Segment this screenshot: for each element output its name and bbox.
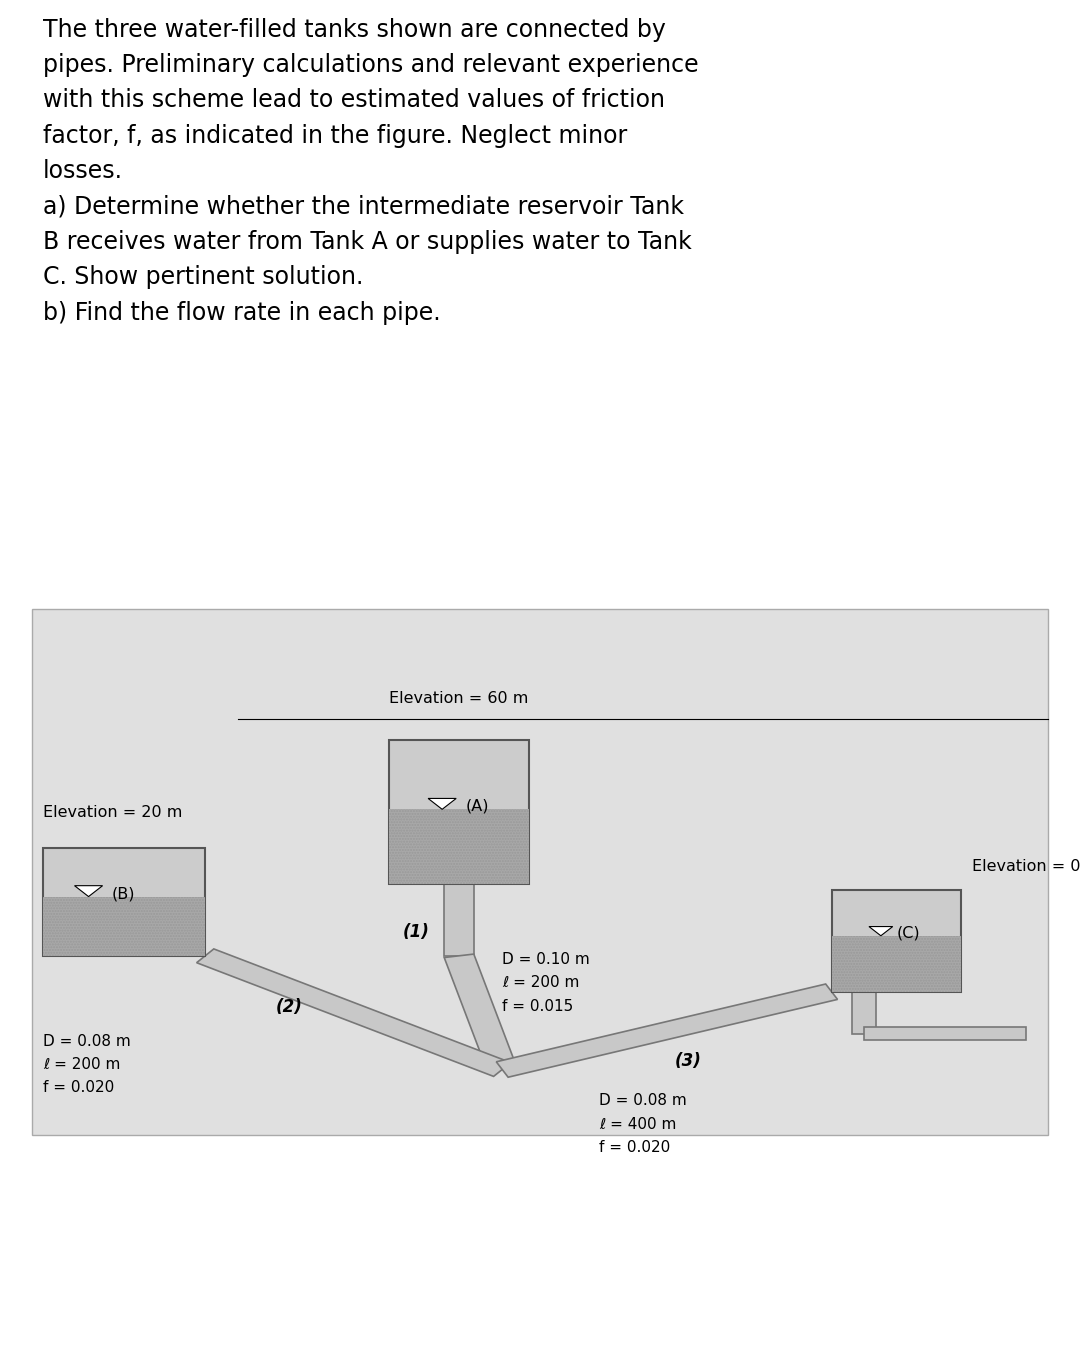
Bar bbox=[389, 740, 529, 884]
Text: (A): (A) bbox=[467, 798, 489, 813]
Bar bbox=[43, 849, 205, 956]
Polygon shape bbox=[75, 885, 103, 896]
Bar bbox=[389, 809, 529, 884]
Polygon shape bbox=[869, 926, 893, 936]
Text: Elevation = 0: Elevation = 0 bbox=[972, 858, 1080, 873]
Text: (1): (1) bbox=[403, 923, 429, 941]
Polygon shape bbox=[852, 991, 876, 1034]
Bar bbox=[389, 809, 529, 884]
Polygon shape bbox=[497, 985, 837, 1077]
Polygon shape bbox=[197, 949, 511, 1076]
Bar bbox=[32, 609, 1048, 1136]
Bar bbox=[43, 896, 205, 956]
Text: (3): (3) bbox=[675, 1051, 702, 1069]
Polygon shape bbox=[444, 955, 517, 1072]
Text: Elevation = 20 m: Elevation = 20 m bbox=[43, 805, 183, 820]
Text: D = 0.08 m
ℓ = 400 m
f = 0.020: D = 0.08 m ℓ = 400 m f = 0.020 bbox=[599, 1093, 687, 1155]
Polygon shape bbox=[864, 1027, 1026, 1040]
Bar bbox=[832, 936, 961, 991]
Bar bbox=[832, 889, 961, 991]
Polygon shape bbox=[428, 798, 456, 809]
Text: The three water-filled tanks shown are connected by
pipes. Preliminary calculati: The three water-filled tanks shown are c… bbox=[43, 18, 699, 325]
Bar bbox=[43, 896, 205, 956]
Text: D = 0.08 m
ℓ = 200 m
f = 0.020: D = 0.08 m ℓ = 200 m f = 0.020 bbox=[43, 1034, 131, 1095]
Text: (B): (B) bbox=[111, 887, 135, 902]
Text: D = 0.10 m
ℓ = 200 m
f = 0.015: D = 0.10 m ℓ = 200 m f = 0.015 bbox=[502, 952, 590, 1013]
Polygon shape bbox=[444, 884, 474, 956]
Bar bbox=[832, 936, 961, 991]
Text: (2): (2) bbox=[275, 998, 302, 1016]
Text: Elevation = 60 m: Elevation = 60 m bbox=[389, 691, 529, 706]
Text: (C): (C) bbox=[896, 925, 920, 940]
